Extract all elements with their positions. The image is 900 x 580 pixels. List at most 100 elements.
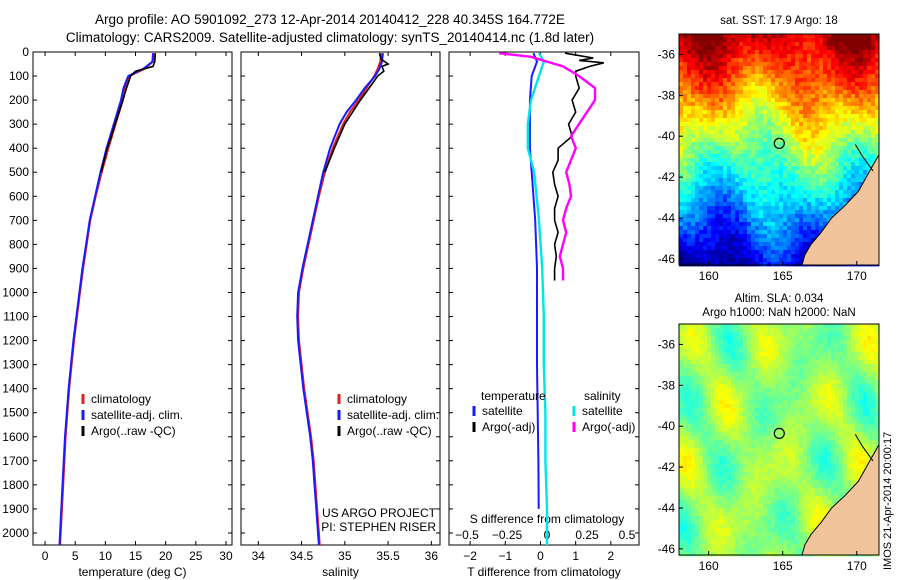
map-cell bbox=[747, 50, 752, 55]
map-cell bbox=[783, 66, 788, 71]
map-cell bbox=[691, 420, 696, 425]
map-cell bbox=[799, 186, 804, 191]
map-cell bbox=[679, 78, 684, 83]
map-cell bbox=[751, 238, 756, 243]
map-cell bbox=[715, 328, 720, 333]
map-cell bbox=[795, 226, 800, 231]
map-cell bbox=[747, 66, 752, 71]
map-cell bbox=[755, 460, 760, 465]
map-cell bbox=[747, 190, 752, 195]
map-cell bbox=[791, 444, 796, 449]
map-cell bbox=[747, 218, 752, 223]
map-cell bbox=[707, 190, 712, 195]
map-cell bbox=[707, 420, 712, 425]
map-cell bbox=[787, 552, 792, 557]
map-cell bbox=[831, 174, 836, 179]
map-cell bbox=[747, 34, 752, 39]
map-cell bbox=[707, 242, 712, 247]
x-axis-label: salinity bbox=[322, 565, 359, 579]
map-cell bbox=[727, 544, 732, 549]
map-cell bbox=[755, 324, 760, 329]
map-cell bbox=[747, 90, 752, 95]
map-cell bbox=[695, 246, 700, 251]
map-cell bbox=[691, 480, 696, 485]
map-cell bbox=[795, 214, 800, 219]
map-cell bbox=[775, 500, 780, 505]
map-cell bbox=[779, 190, 784, 195]
map-cell bbox=[727, 420, 732, 425]
map-cell bbox=[763, 146, 768, 151]
map-cell bbox=[687, 524, 692, 529]
map-cell bbox=[831, 142, 836, 147]
map-cell bbox=[735, 436, 740, 441]
map-cell bbox=[771, 508, 776, 513]
map-cell bbox=[747, 178, 752, 183]
map-cell bbox=[695, 178, 700, 183]
map-cell bbox=[811, 50, 816, 55]
map-cell bbox=[771, 50, 776, 55]
map-cell bbox=[695, 190, 700, 195]
map-cell bbox=[791, 198, 796, 203]
map-cell bbox=[771, 500, 776, 505]
map-cell bbox=[731, 122, 736, 127]
map-cell bbox=[735, 424, 740, 429]
map-cell bbox=[683, 198, 688, 203]
map-cell bbox=[683, 190, 688, 195]
map-cell bbox=[867, 86, 872, 91]
map-cell bbox=[735, 202, 740, 207]
map-cell bbox=[703, 70, 708, 75]
map-cell bbox=[727, 122, 732, 127]
map-cell bbox=[687, 520, 692, 525]
map-cell bbox=[759, 516, 764, 521]
map-cell bbox=[771, 110, 776, 115]
map-cell bbox=[811, 182, 816, 187]
map-cell bbox=[855, 174, 860, 179]
map-cell bbox=[763, 340, 768, 345]
map-cell bbox=[719, 488, 724, 493]
map-cell bbox=[735, 512, 740, 517]
map-cell bbox=[771, 340, 776, 345]
map-cell bbox=[727, 360, 732, 365]
map-cell bbox=[799, 150, 804, 155]
map-cell bbox=[803, 134, 808, 139]
map-cell bbox=[723, 238, 728, 243]
map-cell bbox=[683, 74, 688, 79]
map-cell bbox=[687, 384, 692, 389]
map-cell bbox=[683, 532, 688, 537]
map-cell bbox=[711, 372, 716, 377]
map-cell bbox=[863, 174, 868, 179]
map-cell bbox=[795, 102, 800, 107]
map-cell bbox=[827, 206, 832, 211]
map-cell bbox=[831, 62, 836, 67]
map-cell bbox=[783, 150, 788, 155]
map-cell bbox=[851, 62, 856, 67]
map-cell bbox=[739, 416, 744, 421]
map-cell bbox=[687, 332, 692, 337]
map-cell bbox=[715, 262, 720, 267]
map-cell bbox=[699, 90, 704, 95]
map-cell bbox=[787, 388, 792, 393]
map-cell bbox=[791, 332, 796, 337]
map-cell bbox=[763, 46, 768, 51]
map-cell bbox=[799, 456, 804, 461]
x-tick-label: 10 bbox=[99, 549, 113, 563]
map-cell bbox=[851, 122, 856, 127]
map-cell bbox=[727, 508, 732, 513]
map-cell bbox=[699, 78, 704, 83]
map-cell bbox=[871, 66, 876, 71]
map-cell bbox=[727, 328, 732, 333]
map-cell bbox=[687, 500, 692, 505]
map-cell bbox=[727, 102, 732, 107]
map-cell bbox=[691, 130, 696, 135]
map-cell bbox=[763, 134, 768, 139]
map-cell bbox=[863, 114, 868, 119]
map-cell bbox=[711, 360, 716, 365]
map-cell bbox=[759, 412, 764, 417]
map-cell bbox=[831, 178, 836, 183]
x-tick-label: 30 bbox=[219, 549, 233, 563]
map-cell bbox=[819, 174, 824, 179]
map-cell bbox=[727, 480, 732, 485]
map-cell bbox=[767, 94, 772, 99]
map-cell bbox=[767, 62, 772, 67]
map-cell bbox=[799, 174, 804, 179]
